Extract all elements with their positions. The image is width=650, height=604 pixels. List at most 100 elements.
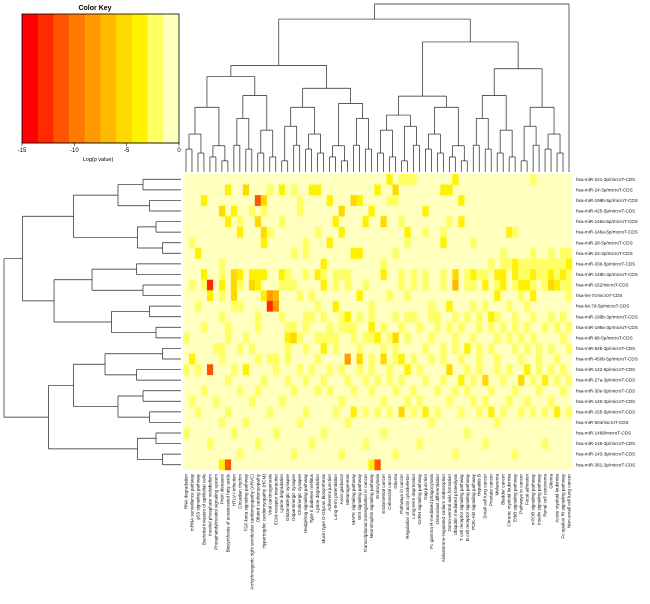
heatmap-cell: [314, 332, 321, 344]
column-label: Gap junction: [423, 474, 428, 500]
column-label: Circadian rhythm: [237, 474, 242, 509]
heatmap-cell: [320, 258, 327, 270]
heatmap-cell: [440, 374, 447, 386]
heatmap-cell: [404, 396, 411, 407]
heatmap-cell: [524, 279, 531, 291]
heatmap-cell: [434, 322, 441, 333]
heatmap-cell: [410, 406, 417, 418]
heatmap-cell: [278, 216, 285, 228]
heatmap-cell: [410, 174, 417, 185]
column-label: Ubiquitin mediated proteolysis: [453, 473, 458, 535]
heatmap-cell: [374, 406, 381, 418]
row-label: hsa-let-7d-5p/microT-CDS: [576, 304, 629, 309]
heatmap-cell: [224, 332, 232, 344]
heatmap-cell: [302, 248, 309, 259]
heatmap-cell: [236, 343, 244, 354]
heatmap-cell: [266, 353, 274, 365]
row-label: hsa-let-7c/microT-CDS: [576, 293, 622, 298]
heatmap-cell: [560, 332, 567, 344]
heatmap-cell: [200, 269, 208, 280]
heatmap-cell: [362, 332, 369, 344]
heatmap-cell: [290, 184, 297, 196]
heatmap-cell: [458, 216, 465, 228]
heatmap-cell: [488, 343, 495, 354]
color-key-ticks: -15 -10 -5 0: [18, 142, 181, 154]
column-label: Osteoclast differentiation: [435, 474, 440, 525]
heatmap-cell: [548, 258, 555, 270]
heatmap-cell: [236, 226, 244, 238]
heatmap-cell: [566, 374, 573, 386]
column-label: Insulin signaling pathway: [537, 473, 542, 525]
heatmap-cell: [560, 269, 567, 280]
heatmap-cell: [452, 448, 459, 460]
heatmap-cell: [302, 343, 309, 354]
heatmap-cell: [404, 174, 411, 185]
heatmap-cell: [194, 364, 202, 376]
heatmap-cell: [332, 343, 339, 354]
heatmap-cell: [266, 406, 274, 418]
heatmap-cell: [302, 311, 309, 323]
heatmap-cell: [446, 184, 453, 196]
row-label: hsa-miR-145-3p/microT-CDS: [576, 441, 635, 446]
heatmap-cell: [338, 269, 345, 280]
heatmap-cell: [476, 343, 483, 354]
column-label: Type II diabetes mellitus: [309, 473, 314, 523]
heatmap-cell: [194, 406, 202, 418]
heatmap-cell: [566, 279, 573, 291]
heatmap-cell: [536, 385, 543, 397]
heatmap-cell: [458, 353, 465, 365]
heatmap-cell: [422, 279, 429, 291]
heatmap-cell: [248, 269, 256, 280]
heatmap-cell: [356, 290, 363, 302]
heatmap-cell: [284, 374, 291, 386]
heatmap-cell: [530, 406, 537, 418]
heatmap-cell: [506, 332, 513, 344]
heatmap-cell: [482, 279, 489, 291]
heatmap-cell: [440, 184, 447, 196]
heatmap-cell: [284, 343, 291, 354]
column-label: Melanoma: [495, 474, 500, 496]
heatmap-cell: [536, 258, 543, 270]
row-label: hsa-miR-30e-5p/microT-CDS: [576, 388, 635, 393]
heatmap-cell: [542, 374, 549, 386]
heatmap-cell: [338, 322, 345, 333]
heatmap-cell: [230, 205, 238, 217]
color-key-band: [147, 14, 164, 143]
row-label: hsa-miR-504/microT-CDS: [576, 420, 629, 425]
heatmap-cell: [338, 396, 345, 407]
heatmap-cell: [344, 353, 351, 365]
heatmap-cell: [518, 269, 525, 280]
heatmap-cell: [290, 248, 297, 259]
heatmap-cell: [482, 396, 489, 407]
heatmap-cell: [368, 205, 375, 217]
heatmap-cell: [188, 237, 196, 249]
row-label: hsa-miR-221-3p/microT-CDS: [576, 177, 635, 182]
heatmap-cell: [560, 279, 567, 291]
heatmap-cell: [218, 279, 226, 291]
column-label: ErbB signaling pathway: [513, 473, 518, 522]
heatmap-cell: [248, 205, 256, 217]
heatmap-cell: [332, 216, 339, 228]
heatmap-cell: [386, 174, 393, 185]
heatmap-cell: [374, 332, 381, 344]
column-label: Hedgehog signaling pathway: [303, 473, 308, 533]
heatmap-cell: [356, 311, 363, 323]
heatmap-cell: [476, 406, 483, 418]
color-key-band: [116, 14, 133, 143]
heatmap-cell: [428, 417, 435, 428]
column-label: Phosphatidylinositol signaling system: [213, 474, 218, 550]
heatmap-cell: [218, 353, 226, 365]
heatmap-cell: [440, 353, 447, 365]
column-label: Cholinergic synapse: [297, 474, 302, 516]
column-labels: RNA degradation mRNA surveillance pathway…: [183, 473, 571, 589]
heatmap-cell: [488, 406, 495, 418]
heatmap-cell: [416, 438, 423, 450]
heatmap-cell: [566, 290, 573, 302]
color-key-band: [100, 14, 117, 143]
heatmap-cell: [524, 343, 531, 354]
heatmap-cell: [272, 353, 280, 365]
heatmap-cell: [452, 311, 459, 323]
heatmap-cell: [308, 311, 315, 323]
heatmap-cell: [404, 226, 411, 238]
heatmap-cell: [464, 311, 471, 323]
